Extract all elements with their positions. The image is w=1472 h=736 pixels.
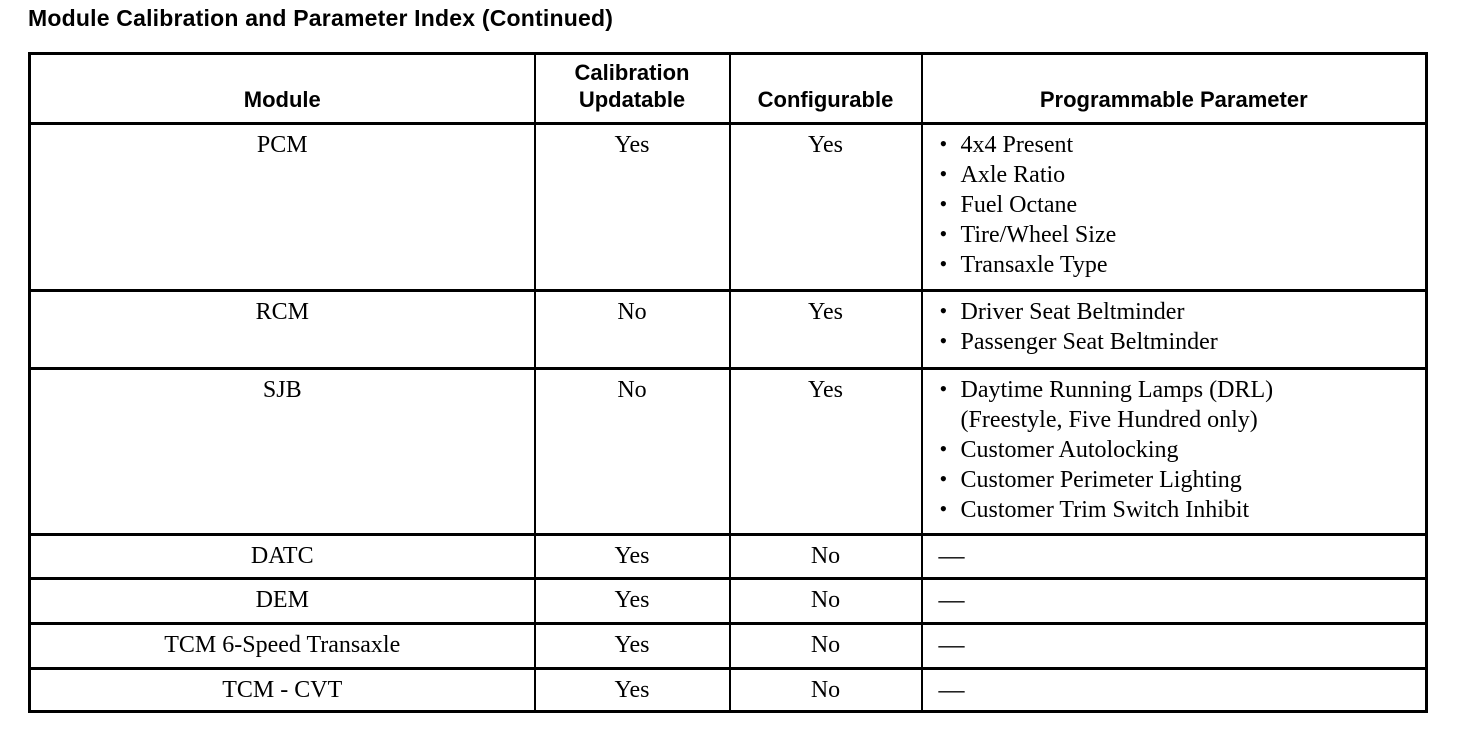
parameter-item: Driver Seat Beltminder xyxy=(935,296,1418,327)
calibration-updatable-cell: Yes xyxy=(533,533,731,580)
programmable-parameter-cell: 4x4 Present Axle Ratio Fuel Octane Tire/… xyxy=(920,122,1428,292)
parameter-item: Transaxle Type xyxy=(935,249,1418,280)
module-cell: DATC xyxy=(28,533,536,580)
parameter-item: Tire/Wheel Size xyxy=(935,219,1418,250)
parameter-item: Passenger Seat Beltminder xyxy=(935,326,1418,357)
table-row: DEM Yes No — xyxy=(28,577,1428,625)
configurable-cell: No xyxy=(728,533,923,580)
module-cell: TCM 6-Speed Transaxle xyxy=(28,622,536,670)
programmable-parameter-cell: — xyxy=(920,667,1428,713)
page-title: Module Calibration and Parameter Index (… xyxy=(28,5,614,31)
configurable-cell: Yes xyxy=(728,367,923,536)
table-row: TCM 6-Speed Transaxle Yes No — xyxy=(28,622,1428,670)
module-cell: SJB xyxy=(28,367,536,536)
programmable-parameter-cell: — xyxy=(920,533,1428,580)
parameter-item: Customer Autolocking xyxy=(935,434,1418,465)
configurable-cell: No xyxy=(728,667,923,713)
parameter-item: Axle Ratio xyxy=(935,159,1418,190)
configurable-cell: Yes xyxy=(728,122,923,292)
calibration-updatable-cell: Yes xyxy=(533,667,731,713)
module-cell: RCM xyxy=(28,289,536,370)
programmable-parameter-cell: Driver Seat Beltminder Passenger Seat Be… xyxy=(920,289,1428,370)
module-cell: PCM xyxy=(28,122,536,292)
configurable-cell: Yes xyxy=(728,289,923,370)
parameter-item: Fuel Octane xyxy=(935,189,1418,220)
column-header-module: Module xyxy=(28,52,536,125)
configurable-cell: No xyxy=(728,622,923,670)
column-header-configurable: Configurable xyxy=(728,52,923,125)
table-header-row: Module Calibration Updatable Configurabl… xyxy=(28,52,1428,125)
table-row: SJB No Yes Daytime Running Lamps (DRL) (… xyxy=(28,367,1428,536)
table-row: RCM No Yes Driver Seat Beltminder Passen… xyxy=(28,289,1428,370)
programmable-parameter-cell: — xyxy=(920,577,1428,625)
module-cell: TCM - CVT xyxy=(28,667,536,713)
programmable-parameter-cell: Daytime Running Lamps (DRL) (Freestyle, … xyxy=(920,367,1428,536)
configurable-cell: No xyxy=(728,577,923,625)
calibration-updatable-cell: Yes xyxy=(533,122,731,292)
calibration-updatable-cell: Yes xyxy=(533,577,731,625)
parameter-item: Daytime Running Lamps (DRL) (Freestyle, … xyxy=(935,374,1418,435)
calibration-updatable-cell: No xyxy=(533,289,731,370)
calibration-updatable-cell: Yes xyxy=(533,622,731,670)
module-cell: DEM xyxy=(28,577,536,625)
parameter-item: Customer Trim Switch Inhibit xyxy=(935,494,1418,525)
table-row: TCM - CVT Yes No — xyxy=(28,667,1428,713)
parameter-item: Customer Perimeter Lighting xyxy=(935,464,1418,495)
column-header-programmable-parameter: Programmable Parameter xyxy=(920,52,1428,125)
parameter-item: 4x4 Present xyxy=(935,129,1418,160)
module-calibration-table: Module Calibration Updatable Configurabl… xyxy=(28,52,1428,713)
programmable-parameter-cell: — xyxy=(920,622,1428,670)
table-row: PCM Yes Yes 4x4 Present Axle Ratio Fuel … xyxy=(28,122,1428,292)
table-row: DATC Yes No — xyxy=(28,533,1428,580)
column-header-calibration-updatable: Calibration Updatable xyxy=(533,52,731,125)
calibration-updatable-cell: No xyxy=(533,367,731,536)
